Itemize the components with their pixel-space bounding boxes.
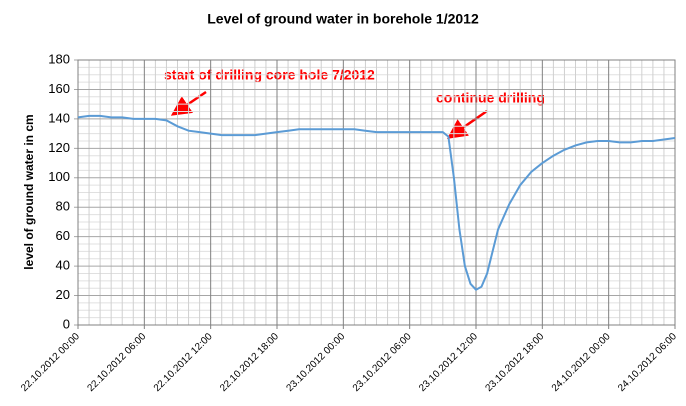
- x-tick-label: 24.10.2012 00:00: [550, 331, 613, 394]
- annotation-arrow: [446, 109, 488, 139]
- y-tick-label: 120: [48, 140, 70, 155]
- x-tick-label: 22.10.2012 00:00: [19, 331, 82, 394]
- y-axis-label: level of ground water in cm: [22, 114, 36, 269]
- y-tick-label: 100: [48, 169, 70, 184]
- x-tick-label: 22.10.2012 18:00: [218, 331, 281, 394]
- x-tick-label: 23.10.2012 12:00: [417, 331, 480, 394]
- y-tick-label: 20: [56, 287, 70, 302]
- x-tick-label: 22.10.2012 12:00: [152, 331, 215, 394]
- x-tick-label: 23.10.2012 18:00: [483, 331, 546, 394]
- plot-border: [77, 59, 676, 326]
- y-tick-label: 180: [48, 51, 70, 66]
- y-tick-label: 140: [48, 110, 70, 125]
- y-tick-label: 40: [56, 258, 70, 273]
- x-tick-label: 23.10.2012 00:00: [284, 331, 347, 394]
- y-tick-label: 60: [56, 228, 70, 243]
- chart-title: Level of ground water in borehole 1/2012: [207, 11, 479, 27]
- annotation-arrow: [170, 90, 207, 116]
- data-line: [77, 114, 676, 291]
- x-tick-label: 22.10.2012 06:00: [85, 331, 148, 394]
- y-tick-label: 160: [48, 81, 70, 96]
- annotation: continue drilling: [436, 90, 545, 106]
- x-tick-label: 23.10.2012 06:00: [351, 331, 414, 394]
- x-tick-label: 24.10.2012 06:00: [616, 331, 679, 394]
- y-tick-label: 0: [63, 316, 70, 331]
- y-tick-label: 80: [56, 199, 70, 214]
